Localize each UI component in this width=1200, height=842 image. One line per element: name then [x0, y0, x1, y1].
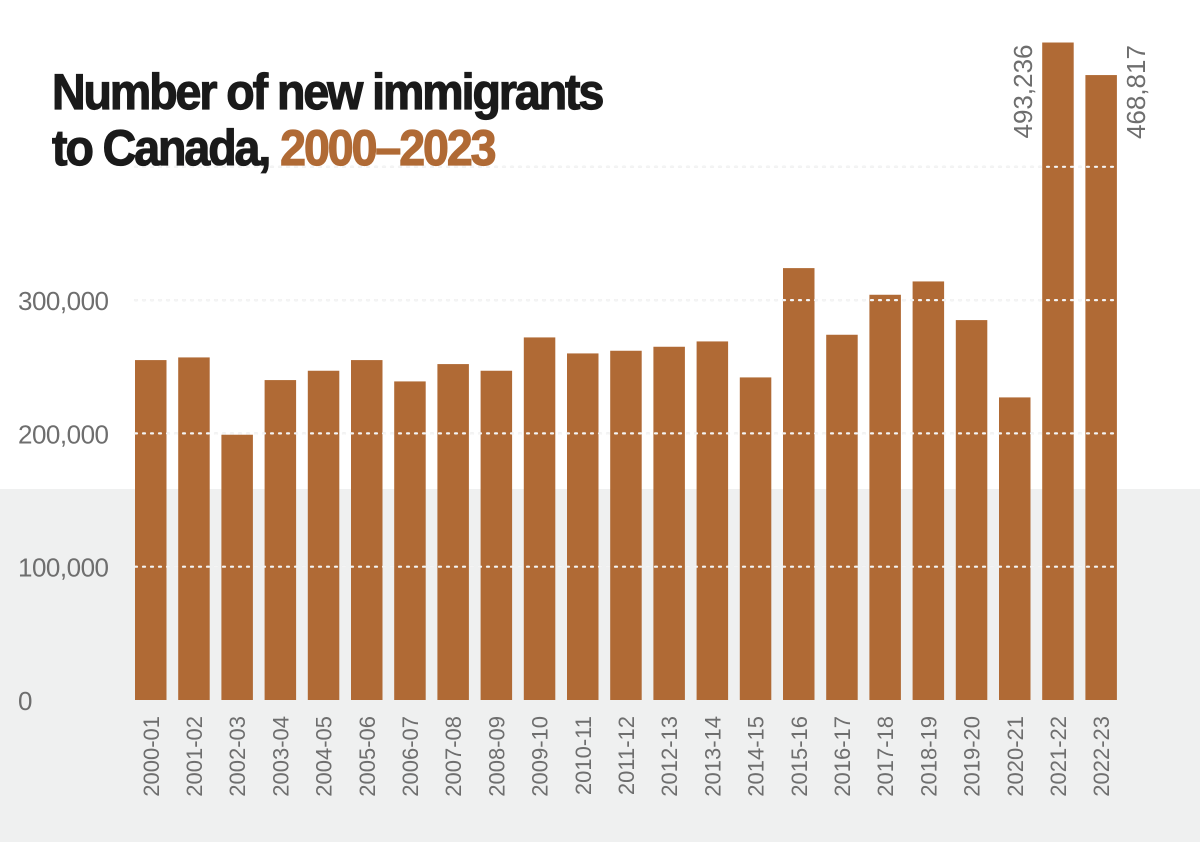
y-tick-label: 200,000	[18, 419, 109, 449]
bars	[133, 42, 1117, 700]
y-tick-label: 300,000	[18, 286, 109, 316]
title-year-range: 2000–2023	[280, 119, 498, 176]
x-tick-label: 2014-15	[744, 716, 769, 797]
bar-2008-09	[480, 370, 513, 700]
bar-2021-22	[1042, 42, 1074, 700]
x-tick-label: 2021-22	[1046, 716, 1071, 797]
x-tick-label: 2015-16	[787, 716, 812, 797]
x-tick-label: 2000-01	[139, 716, 164, 797]
x-tick-label: 2007-08	[441, 716, 466, 797]
bar-2016-17	[826, 334, 858, 700]
bar-2009-10	[523, 337, 556, 700]
x-tick-label: 2005-06	[355, 716, 380, 797]
x-tick-label: 2004-05	[312, 716, 337, 797]
bar-2003-04	[264, 380, 297, 700]
bar-2022-23	[1085, 75, 1117, 700]
y-axis-ticks: 0 100,000 200,000 300,000	[18, 286, 109, 716]
title-line-1: Number of new immigrants	[51, 63, 604, 120]
bar-2018-19	[912, 281, 945, 700]
y-tick-label: 100,000	[18, 553, 109, 583]
x-tick-label: 2006-07	[398, 716, 423, 797]
title-line-2-text: to Canada,	[51, 119, 281, 176]
x-tick-label: 2003-04	[268, 716, 293, 797]
bar-2000-01	[135, 360, 167, 700]
x-tick-label: 2017-18	[873, 716, 898, 797]
title-line-2: to Canada, 2000–2023	[51, 119, 602, 176]
value-labels: 493,236 468,817	[1008, 45, 1151, 140]
y-tick-label: 0	[18, 686, 32, 716]
bar-2004-05	[307, 370, 340, 700]
x-tick-label: 2016-17	[830, 716, 855, 797]
x-axis-ticks: 2000-01 2001-02 2002-03 2003-04 2004-05 2005-…	[139, 716, 1114, 797]
x-tick-label: 2010-11	[571, 716, 596, 795]
x-tick-label: 2012-13	[657, 716, 682, 797]
x-tick-label: 2011-12	[614, 716, 639, 795]
chart-title: Number of new immigrants to Canada, 2000…	[51, 63, 604, 176]
x-tick-label: 2019-20	[960, 716, 985, 797]
bar-2010-11	[567, 353, 599, 700]
bar-2019-20	[955, 320, 988, 700]
value-label-2021-22: 493,236	[1008, 45, 1038, 139]
bar-2001-02	[178, 357, 210, 700]
bar-2012-13	[653, 346, 685, 700]
bar-2013-14	[696, 341, 729, 700]
x-tick-label: 2020-21	[1003, 716, 1028, 797]
bar-2006-07	[394, 381, 426, 700]
bar-2011-12	[610, 350, 642, 700]
bar-2017-18	[869, 294, 901, 700]
x-tick-label: 2022-23	[1089, 716, 1114, 797]
bar-2005-06	[351, 360, 383, 700]
x-tick-label: 2001-02	[182, 716, 207, 797]
bar-2007-08	[437, 364, 469, 700]
x-tick-label: 2009-10	[528, 716, 553, 797]
x-tick-label: 2018-19	[916, 716, 941, 797]
bar-2014-15	[739, 377, 772, 700]
value-label-2022-23: 468,817	[1121, 45, 1151, 139]
x-tick-label: 2013-14	[700, 716, 725, 797]
x-tick-label: 2008-09	[484, 716, 509, 797]
x-tick-label: 2002-03	[225, 716, 250, 797]
bar-2020-21	[999, 397, 1031, 700]
bar-2015-16	[783, 268, 815, 700]
